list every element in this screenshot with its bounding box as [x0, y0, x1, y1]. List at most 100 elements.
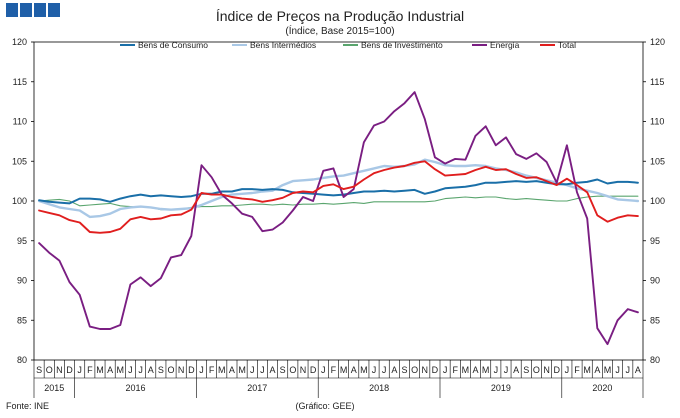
y-tick-label-right: 85 [650, 315, 660, 325]
x-month-label: S [36, 365, 42, 375]
x-year-label: 2019 [491, 383, 511, 393]
series-line-bens-consumo [38, 178, 639, 205]
logo-square-3 [34, 3, 46, 17]
x-month-label: J [504, 365, 509, 375]
x-month-label: D [553, 365, 560, 375]
chart-subtitle: (Índice, Base 2015=100) [285, 24, 394, 37]
x-month-label: J [382, 365, 387, 375]
logo-square-1 [6, 3, 18, 17]
y-tick-label-right: 80 [650, 355, 660, 365]
y-tick-label-right: 120 [650, 37, 665, 47]
series-lines [37, 91, 640, 346]
x-month-label: M [96, 365, 104, 375]
legend-label-bens-consumo: Bens de Consumo [138, 40, 208, 50]
x-month-label: N [300, 365, 307, 375]
y-tick-label-right: 115 [650, 77, 664, 87]
x-month-label: O [168, 365, 175, 375]
series-line-energia [38, 91, 639, 346]
x-month-label: J [321, 365, 326, 375]
x-month-label: M [238, 365, 246, 375]
x-month-label: A [107, 365, 113, 375]
x-month-label: A [635, 365, 641, 375]
x-month-label: J [372, 365, 377, 375]
x-month-label: A [270, 365, 276, 375]
y-tick-label-left: 120 [12, 37, 27, 47]
x-month-label: M [583, 365, 591, 375]
legend-label-total: Total [558, 40, 576, 50]
x-month-label: M [117, 365, 125, 375]
chart-title: Índice de Preços na Produção Industrial [216, 8, 464, 24]
x-month-label: D [432, 365, 439, 375]
x-month-label: J [260, 365, 265, 375]
x-month-label: A [229, 365, 235, 375]
x-month-label: F [209, 365, 215, 375]
y-tick-label-right: 100 [650, 196, 665, 206]
x-month-label: S [523, 365, 529, 375]
y-tick-label-left: 90 [17, 276, 27, 286]
x-month-label: J [626, 365, 631, 375]
x-month-label: J [443, 365, 448, 375]
x-month-label: J [138, 365, 143, 375]
x-month-label: A [148, 365, 154, 375]
legend-label-bens-intermedios: Bens Intermédios [250, 40, 316, 50]
x-month-label: N [422, 365, 429, 375]
x-month-label: M [462, 365, 470, 375]
x-month-label: A [391, 365, 397, 375]
series-line-bens-intermedios [37, 158, 640, 219]
x-month-label: A [513, 365, 519, 375]
x-month-label: F [452, 365, 458, 375]
x-month-label: M [360, 365, 368, 375]
y-tick-label-left: 95 [17, 236, 27, 246]
y-tick-label-left: 105 [12, 156, 27, 166]
series-line-total [38, 160, 639, 234]
y-tick-label-left: 115 [13, 77, 27, 87]
x-month-label: F [574, 365, 580, 375]
chart-credit: (Gráfico: GEE) [295, 401, 354, 411]
legend-label-energia: Energia [490, 40, 520, 50]
y-tick-label-left: 85 [17, 315, 27, 325]
x-year-label: 2017 [247, 383, 267, 393]
x-month-label: M [340, 365, 348, 375]
y-tick-label-left: 100 [12, 196, 27, 206]
y-tick-label-right: 90 [650, 276, 660, 286]
x-month-label: D [66, 365, 73, 375]
y-tick-label-left: 110 [13, 117, 27, 127]
x-year-label: 2015 [44, 383, 64, 393]
x-year-label: 2020 [592, 383, 612, 393]
x-month-label: J [77, 365, 82, 375]
x-month-label: J [199, 365, 204, 375]
logo-square-2 [20, 3, 32, 17]
x-month-label: D [310, 365, 317, 375]
y-tick-label-right: 110 [650, 117, 664, 127]
x-month-label: O [289, 365, 296, 375]
x-month-label: S [280, 365, 286, 375]
x-month-label: N [56, 365, 63, 375]
x-month-label: J [250, 365, 255, 375]
legend-label-bens-investimento: Bens de Investimento [361, 40, 443, 50]
x-month-label: M [482, 365, 490, 375]
x-month-label: N [543, 365, 550, 375]
y-tick-label-right: 105 [650, 156, 665, 166]
legend: Bens de Consumo Bens Intermédios Bens de I… [120, 40, 576, 50]
x-month-label: S [401, 365, 407, 375]
x-year-label: 2018 [369, 383, 389, 393]
x-month-label: J [615, 365, 620, 375]
x-month-label: O [411, 365, 418, 375]
x-month-label: O [533, 365, 540, 375]
x-month-label: J [565, 365, 570, 375]
logo-square-4 [48, 3, 60, 17]
x-month-label: J [494, 365, 499, 375]
y-tick-label-left: 80 [17, 355, 27, 365]
x-month-label: A [473, 365, 479, 375]
x-month-label: J [128, 365, 133, 375]
x-month-label: D [188, 365, 195, 375]
x-month-label: F [331, 365, 337, 375]
x-month-label: M [218, 365, 226, 375]
y-tick-label-right: 95 [650, 236, 660, 246]
source-note: Fonte: INE [6, 401, 49, 411]
x-month-label: F [87, 365, 93, 375]
x-month-label: A [594, 365, 600, 375]
x-month-label: M [604, 365, 612, 375]
x-month-label: S [158, 365, 164, 375]
